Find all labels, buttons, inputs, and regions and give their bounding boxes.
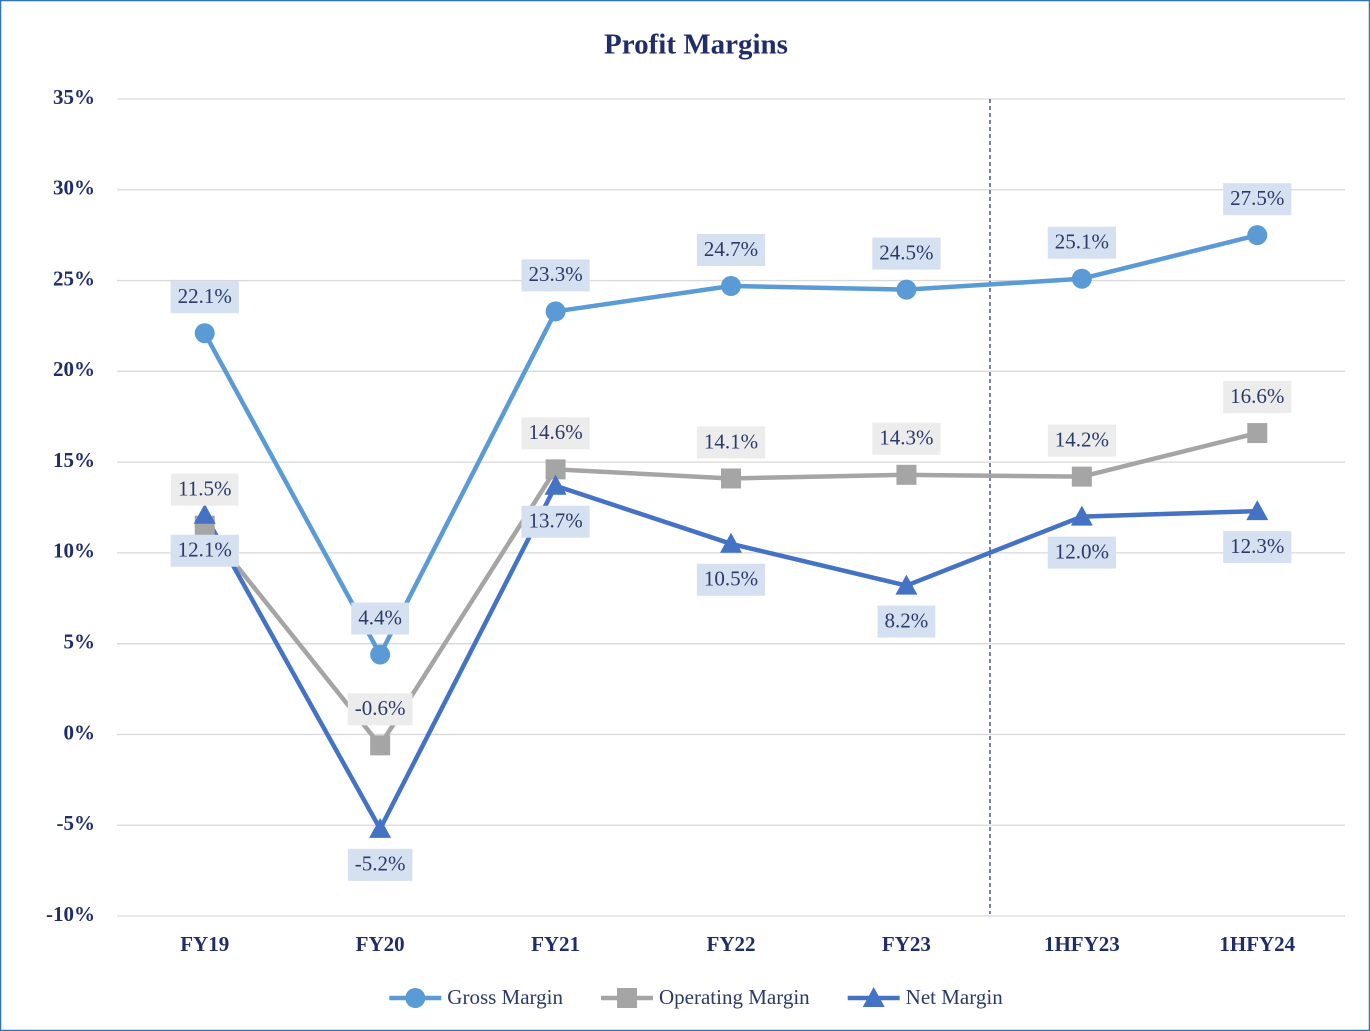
marker: [370, 735, 391, 756]
data-label: -0.6%: [355, 696, 406, 720]
data-label-box: [1047, 536, 1116, 569]
data-label-box: [872, 237, 941, 270]
marker: [1246, 500, 1269, 521]
legend-label: Net Margin: [906, 985, 1004, 1009]
data-label-box: [877, 605, 936, 638]
legend-label: Gross Margin: [447, 985, 563, 1009]
data-label: 14.6%: [528, 420, 582, 444]
data-label: 13.7%: [528, 509, 582, 533]
data-label: 11.5%: [178, 476, 231, 500]
marker: [1070, 505, 1093, 526]
data-label-box: [347, 693, 413, 726]
y-tick-label: 25%: [53, 266, 95, 290]
data-label-box: [521, 259, 590, 292]
x-tick-label: FY23: [882, 932, 931, 956]
y-tick-label: 15%: [53, 448, 95, 472]
data-label-box: [1223, 381, 1292, 414]
data-label: 22.1%: [178, 284, 232, 308]
data-label: 27.5%: [1230, 186, 1284, 210]
marker: [862, 987, 885, 1007]
y-tick-label: 10%: [53, 539, 95, 563]
data-label-box: [351, 602, 410, 635]
data-label-box: [347, 848, 413, 881]
data-label: 14.3%: [879, 426, 933, 450]
data-label-box: [170, 473, 239, 506]
data-label: 4.4%: [358, 605, 402, 629]
y-tick-label: -10%: [46, 902, 95, 926]
legend-item: Gross Margin: [389, 985, 563, 1009]
marker: [720, 532, 742, 553]
data-label: 24.5%: [879, 240, 933, 264]
data-label-box: [170, 534, 239, 567]
marker: [1071, 268, 1092, 289]
data-label-box: [521, 417, 590, 450]
marker: [193, 503, 216, 524]
data-label: 24.7%: [704, 237, 758, 261]
data-label: 14.1%: [704, 429, 758, 453]
data-label-box: [521, 505, 590, 538]
marker: [721, 276, 741, 297]
marker: [617, 988, 638, 1008]
legend-label: Operating Margin: [659, 985, 810, 1009]
marker: [896, 464, 917, 485]
data-label: -5.2%: [355, 852, 406, 876]
data-label-box: [1047, 424, 1116, 457]
data-label-box: [1223, 183, 1292, 216]
data-label: 10.5%: [704, 567, 758, 591]
marker: [895, 574, 918, 595]
y-tick-label: 0%: [64, 720, 96, 744]
data-label: 8.2%: [885, 608, 929, 632]
data-label-box: [696, 234, 766, 267]
data-label: 16.6%: [1230, 384, 1284, 408]
marker: [1247, 225, 1268, 246]
data-label: 25.1%: [1055, 230, 1109, 254]
y-tick-label: 5%: [64, 629, 96, 653]
legend-item: Operating Margin: [601, 985, 810, 1009]
marker: [1247, 423, 1268, 444]
y-tick-label: 30%: [53, 176, 95, 200]
legend-item: Net Margin: [847, 985, 1004, 1009]
marker: [405, 988, 426, 1008]
data-label-box: [696, 563, 766, 596]
data-label: 23.3%: [528, 262, 582, 286]
x-tick-label: FY20: [356, 932, 405, 956]
marker: [545, 301, 566, 322]
y-tick-label: -5%: [57, 811, 96, 835]
chart-title: Profit Margins: [604, 29, 788, 61]
marker: [369, 817, 392, 838]
data-label: 12.0%: [1055, 539, 1109, 563]
marker: [1071, 466, 1092, 487]
marker: [721, 468, 741, 489]
data-label-box: [170, 281, 239, 314]
data-label-box: [1223, 531, 1292, 564]
data-label-box: [872, 422, 941, 455]
marker: [370, 644, 391, 665]
data-label: 14.2%: [1055, 427, 1109, 451]
data-label-box: [696, 426, 766, 459]
x-tick-label: FY22: [707, 932, 756, 956]
x-tick-label: FY19: [180, 932, 229, 956]
data-label-box: [1047, 226, 1116, 259]
y-tick-label: 35%: [53, 85, 95, 109]
marker: [545, 459, 566, 480]
marker: [896, 279, 917, 300]
marker: [544, 474, 567, 495]
data-label: 12.1%: [178, 538, 232, 562]
x-tick-label: FY21: [531, 932, 580, 956]
x-tick-label: 1HFY23: [1044, 932, 1120, 956]
marker: [194, 323, 215, 344]
x-tick-label: 1HFY24: [1219, 932, 1295, 956]
data-label: 12.3%: [1230, 534, 1284, 558]
y-tick-label: 20%: [53, 357, 95, 381]
